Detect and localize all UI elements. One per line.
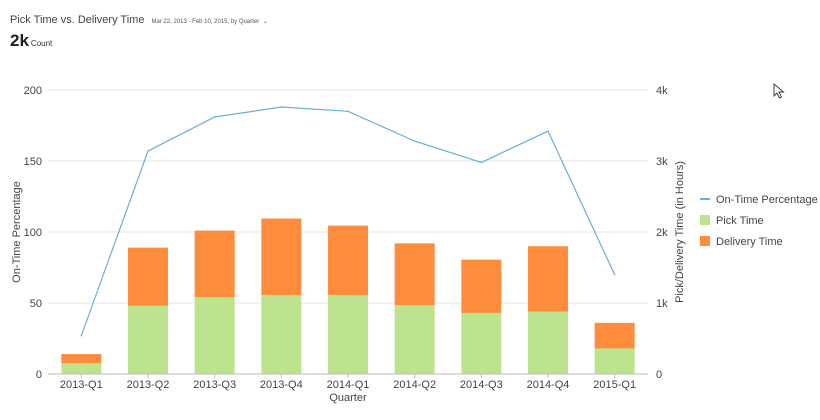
legend-label: Delivery Time: [716, 236, 783, 248]
line-point-on-time: [280, 106, 283, 108]
line-point-on-time: [480, 161, 483, 164]
mouse-pointer-icon: [773, 83, 785, 99]
y-left-tick-label: 200: [24, 85, 42, 97]
bar-delivery-time: [528, 246, 568, 312]
legend-swatch: [700, 215, 710, 225]
bar-pick-time: [61, 363, 102, 374]
bar-pick-time: [261, 295, 302, 374]
bar-delivery-time: [261, 218, 302, 296]
x-tick-label: 2013-Q1: [60, 379, 103, 391]
y-left-tick-label: 0: [36, 369, 42, 381]
chevron-down-icon: ⌄: [262, 19, 268, 25]
bar-pick-time: [194, 297, 235, 374]
x-tick-label: 2013-Q4: [260, 379, 303, 391]
bar-delivery-time: [461, 259, 502, 313]
bar-pick-time: [328, 295, 368, 374]
y-left-tick-label: 50: [30, 298, 42, 310]
x-tick-label: 2014-Q3: [460, 379, 503, 391]
line-point-on-time: [347, 110, 349, 113]
y-right-tick-label: 2k: [656, 227, 668, 239]
kpi-unit: Count: [30, 39, 53, 48]
y-left-tick-label: 150: [24, 156, 42, 168]
bar-delivery-time: [61, 354, 102, 364]
y-right-tick-label: 3k: [656, 156, 668, 168]
y-right-tick-label: 1k: [656, 298, 668, 310]
bar-pick-time: [594, 348, 635, 374]
line-point-on-time: [213, 116, 216, 118]
kpi-value: 2k: [10, 31, 29, 50]
y-right-axis-title: Pick/Delivery Time (in Hours): [674, 161, 686, 303]
line-point-on-time: [413, 140, 416, 142]
bar-delivery-time: [594, 322, 635, 349]
chart-title: Pick Time vs. Delivery Time: [10, 14, 145, 26]
bar-pick-time: [394, 305, 435, 374]
bar-delivery-time: [394, 243, 435, 306]
y-left-axis-title: On-Time Percentage: [11, 181, 23, 283]
line-point-on-time: [147, 150, 149, 152]
bar-pick-time: [461, 312, 502, 374]
x-tick-label: 2015-Q1: [593, 379, 636, 391]
date-range-dropdown[interactable]: Mar 22, 2013 - Feb 10, 2015, by Quarter …: [151, 18, 267, 25]
line-point-on-time: [547, 130, 549, 132]
legend-swatch: [700, 236, 710, 246]
x-tick-label: 2014-Q1: [327, 379, 370, 391]
bar-delivery-time: [194, 230, 235, 298]
bar-delivery-time: [128, 247, 168, 306]
bar-pick-time: [128, 305, 168, 374]
kpi: 2k Count: [10, 31, 268, 51]
x-tick-label: 2013-Q2: [127, 379, 170, 391]
y-left-tick-label: 100: [24, 227, 42, 239]
line-point-on-time: [613, 273, 616, 276]
legend-label: Pick Time: [716, 215, 764, 227]
x-tick-label: 2013-Q3: [193, 379, 236, 391]
bar-pick-time: [528, 311, 568, 374]
x-tick-label: 2014-Q2: [393, 379, 436, 391]
y-right-tick-label: 0: [656, 369, 662, 381]
line-point-on-time: [80, 334, 83, 337]
bar-delivery-time: [328, 225, 368, 296]
legend-label: On-Time Percentage: [716, 194, 818, 206]
x-tick-label: 2014-Q4: [527, 379, 570, 391]
y-right-tick-label: 4k: [656, 85, 668, 97]
chart-header: Pick Time vs. Delivery Time Mar 22, 2013…: [10, 14, 268, 51]
date-range-label: Mar 22, 2013 - Feb 10, 2015, by Quarter: [151, 19, 260, 25]
x-axis-title: Quarter: [329, 392, 367, 404]
